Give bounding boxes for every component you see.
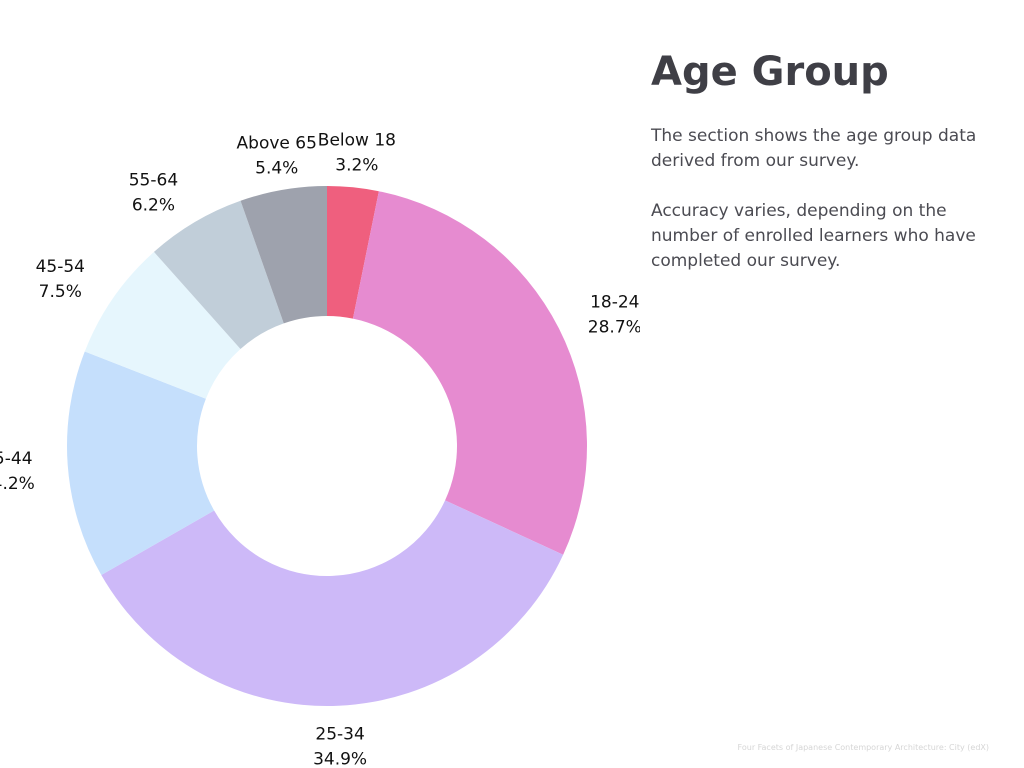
slice-category-55-64: 55-64 (129, 170, 178, 190)
description-paragraph-1: The section shows the age group data der… (651, 126, 977, 171)
slice-value-above-65: 5.4% (255, 158, 298, 178)
slice-value-55-64: 6.2% (132, 195, 175, 215)
slice-category-18-24: 18-24 (590, 292, 639, 312)
slice-category-45-54: 45-54 (36, 257, 85, 277)
slice-value-below-18: 3.2% (335, 156, 378, 176)
slice-label-55-64: 55-64 6.2% (129, 170, 178, 215)
page-title: Age Group (651, 49, 889, 95)
slice-category-35-44: 35-44 (0, 449, 33, 469)
slice-label-above-65: Above 65 5.4% (237, 133, 317, 178)
slice-category-25-34: 25-34 (315, 725, 364, 745)
slice-category-below-18: Below 18 (318, 131, 396, 151)
slice-35-44 (67, 351, 215, 576)
slice-label-35-44: 35-44 14.2% (0, 449, 35, 494)
slice-value-35-44: 14.2% (0, 474, 35, 494)
slice-category-above-65: Above 65 (237, 133, 317, 153)
description-panel: Age Group The section shows the age grou… (651, 48, 991, 299)
slice-labels: Below 18 3.2% 18-24 28.7% 25-34 34.9% 35-44 14.… (0, 131, 640, 768)
donut-slices (67, 186, 587, 706)
slice-value-45-54: 7.5% (39, 282, 82, 302)
slice-label-18-24: 18-24 28.7% (588, 292, 640, 337)
slice-55-64 (153, 200, 284, 349)
slice-value-18-24: 28.7% (588, 317, 640, 337)
slice-value-25-34: 34.9% (313, 750, 367, 768)
slice-18-24 (352, 191, 587, 555)
description-paragraph-2: Accuracy varies, depending on the number… (651, 201, 976, 271)
slice-45-54 (84, 251, 241, 399)
age-group-donut-chart: Below 18 3.2% 18-24 28.7% 25-34 34.9% 35-44 14.… (0, 131, 640, 768)
slice-label-25-34: 25-34 34.9% (313, 725, 367, 768)
slice-label-below-18: Below 18 3.2% (318, 131, 396, 176)
course-footer-note: Four Facets of Japanese Contemporary Arc… (737, 743, 989, 752)
slice-below-18 (327, 186, 379, 319)
slice-label-45-54: 45-54 7.5% (36, 257, 85, 302)
slice-above-65 (240, 186, 327, 324)
slice-25-34 (101, 500, 564, 706)
